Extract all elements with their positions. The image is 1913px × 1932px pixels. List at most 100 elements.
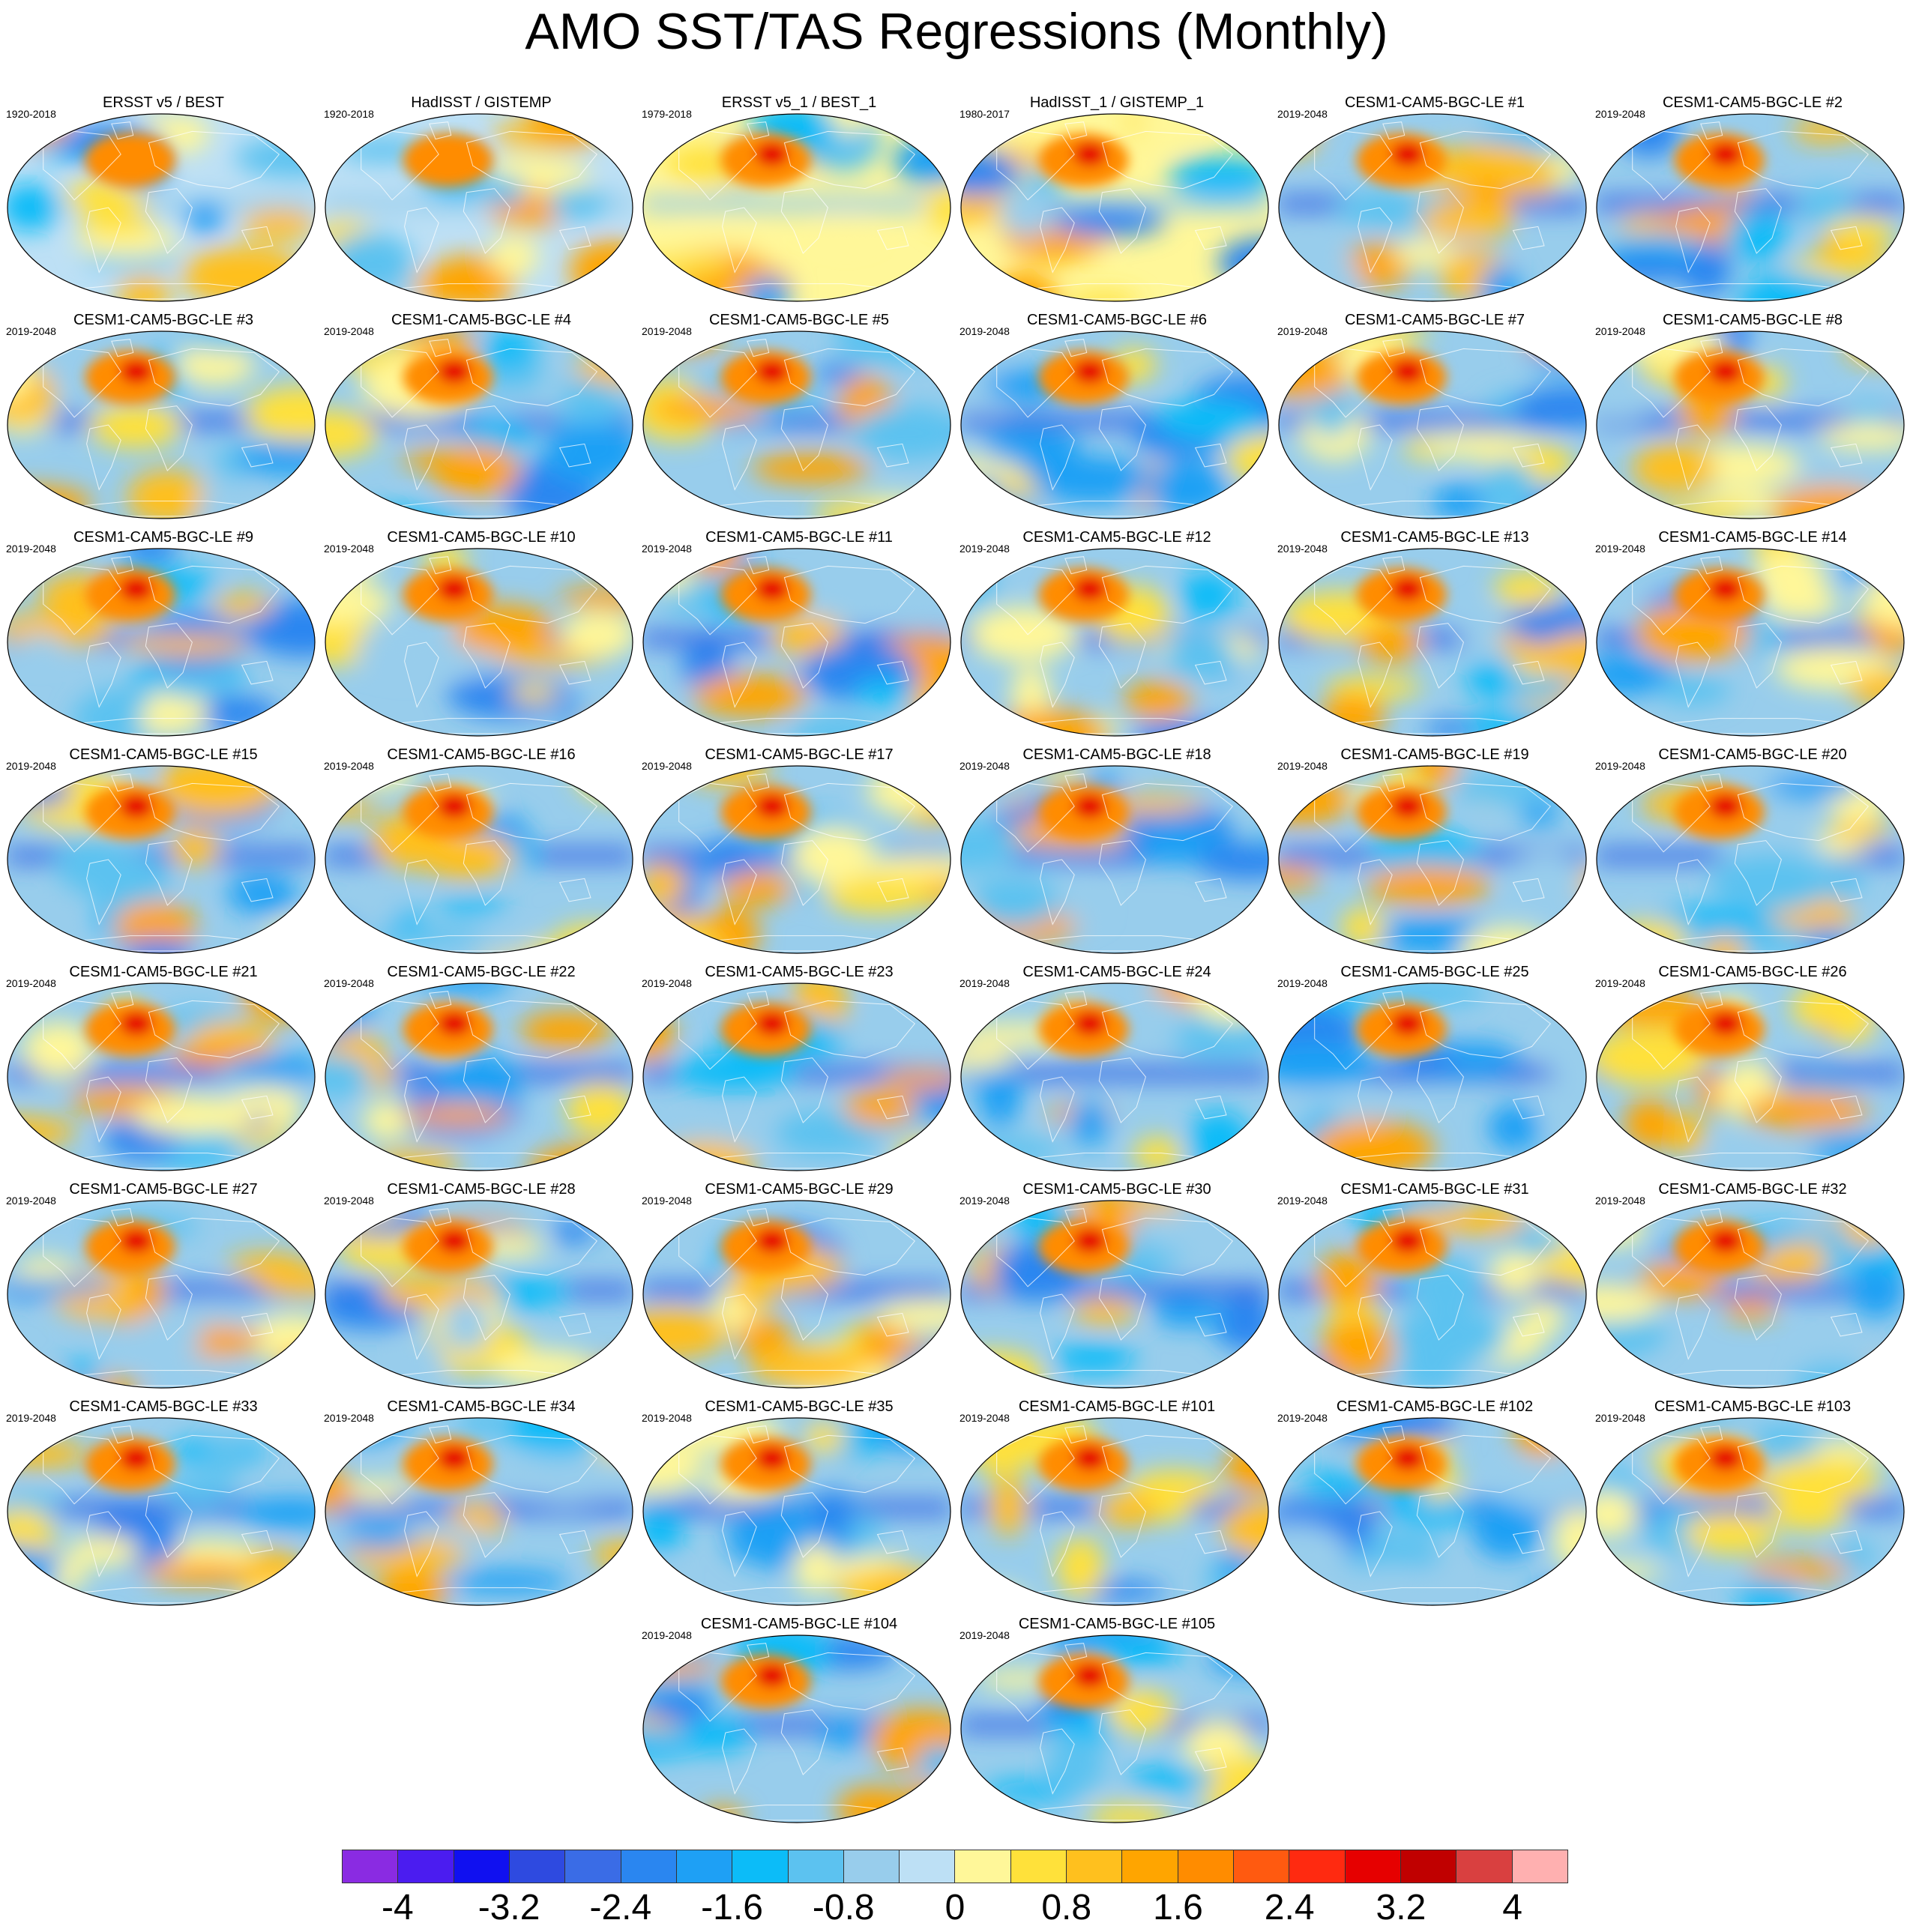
continent-outline (43, 348, 121, 418)
warm-anomaly (737, 1317, 792, 1359)
cool-anomaly (1520, 802, 1560, 826)
continent-outline (1830, 1312, 1863, 1337)
cool-anomaly (359, 905, 399, 927)
map-border (642, 330, 951, 519)
continent-outline (876, 443, 909, 468)
panel-title: CESM1-CAM5-BGC-LE #25 (1340, 964, 1529, 980)
colorbar-swatch (788, 1850, 844, 1883)
continent-outline (1632, 130, 1711, 201)
cool-anomaly (1849, 1261, 1903, 1318)
continent-outline (111, 1208, 134, 1227)
global-map (1596, 548, 1905, 737)
panel-title: CESM1-CAM5-BGC-LE #21 (69, 964, 258, 980)
cool-anomaly (1058, 897, 1103, 923)
cool-anomaly (1046, 1736, 1106, 1792)
cool-anomaly (1153, 1296, 1217, 1328)
continent-outline (86, 1293, 121, 1360)
map-border (960, 1200, 1269, 1389)
panel-title: CESM1-CAM5-BGC-LE #19 (1340, 746, 1529, 763)
continent-outline (996, 130, 1075, 201)
cool-anomaly (1400, 1347, 1460, 1388)
panel-years: 2019-2048 (1277, 1412, 1328, 1424)
warm-anomaly (974, 549, 1019, 577)
warm-anomaly (693, 674, 807, 717)
continent-outline (1632, 782, 1711, 853)
map-border (325, 113, 633, 302)
colorbar-swatch (1122, 1850, 1178, 1883)
panel-title: CESM1-CAM5-BGC-LE #101 (1018, 1398, 1216, 1415)
warm-anomaly (1823, 218, 1897, 247)
warm-anomaly (113, 902, 196, 949)
warm-anomaly (489, 235, 539, 278)
warm-anomaly (1612, 920, 1689, 953)
warm-anomaly (79, 213, 157, 235)
global-map (1278, 982, 1587, 1171)
continent-outline (1382, 991, 1406, 1009)
continent-outline (722, 424, 757, 491)
continent-outline (1040, 207, 1075, 274)
warm-anomaly (142, 1560, 262, 1586)
cool-anomaly (1488, 1104, 1540, 1151)
warm-anomaly (1493, 572, 1561, 607)
cool-anomaly (981, 429, 1082, 465)
cool-anomaly (325, 992, 375, 1026)
continent-outline (1734, 405, 1782, 471)
cool-anomaly (327, 232, 414, 291)
colorbar-tick-label: 2.4 (1264, 1888, 1315, 1928)
warm-anomaly (1768, 1494, 1848, 1531)
panel-title: CESM1-CAM5-BGC-LE #10 (387, 529, 576, 546)
panel-years: 2019-2048 (642, 543, 692, 555)
warm-anomaly (1316, 1251, 1380, 1307)
colorbar-swatch (1178, 1850, 1234, 1883)
cool-anomaly (1127, 1765, 1218, 1793)
cool-anomaly (998, 187, 1057, 238)
continent-outline (86, 642, 121, 708)
map-panel: CESM1-CAM5-BGC-LE #21 2019-2048 (6, 964, 321, 1171)
continent-outline (1098, 405, 1146, 471)
continent-outline (1734, 840, 1782, 906)
cool-anomaly (1407, 1257, 1483, 1315)
warm-anomaly (1683, 1512, 1777, 1554)
continent-outline (463, 1275, 510, 1341)
panel-years: 2019-2048 (959, 760, 1010, 772)
panel-title: CESM1-CAM5-BGC-LE #102 (1336, 1398, 1534, 1415)
continent-outline (783, 348, 916, 407)
warm-anomaly (1540, 633, 1586, 679)
map-border (1596, 548, 1905, 737)
continent-outline (876, 1747, 909, 1772)
continent-outline (1416, 1275, 1464, 1341)
cool-anomaly (235, 441, 315, 476)
warm-anomaly (245, 386, 315, 441)
global-map (642, 765, 951, 954)
continent-outline (463, 623, 510, 689)
panel-years: 2019-2048 (1595, 760, 1645, 772)
continent-outline (43, 782, 121, 853)
panel-years: 2019-2048 (642, 977, 692, 989)
north-atlantic-core (119, 576, 153, 601)
warm-anomaly (170, 827, 219, 867)
global-map (1278, 330, 1587, 519)
colorbar-swatch (1010, 1850, 1067, 1883)
global-map (1596, 1200, 1905, 1389)
warm-anomaly (1124, 681, 1193, 719)
global-map (1278, 1417, 1587, 1606)
warm-anomaly (878, 1299, 951, 1331)
colorbar-swatch (1067, 1850, 1123, 1883)
continent-outline (1632, 1434, 1711, 1505)
warm-anomaly (138, 705, 187, 736)
continent-outline (1194, 226, 1227, 250)
colorbar-swatch (1289, 1850, 1346, 1883)
map-panel: CESM1-CAM5-BGC-LE #104 2019-2048 (642, 1616, 956, 1823)
continent-outline (1040, 859, 1075, 926)
cool-anomaly (1503, 1462, 1586, 1512)
colorbar-tick-label: 0.8 (1041, 1888, 1092, 1928)
cool-anomaly (1525, 491, 1586, 519)
north-atlantic-core (1073, 359, 1106, 384)
north-atlantic-core (1708, 142, 1742, 166)
map-border (642, 982, 951, 1171)
cool-anomaly (1830, 1374, 1904, 1388)
map-panel: CESM1-CAM5-BGC-LE #20 2019-2048 (1595, 746, 1910, 954)
map-panel: CESM1-CAM5-BGC-LE #30 2019-2048 (959, 1181, 1274, 1389)
panel-title: CESM1-CAM5-BGC-LE #105 (1018, 1616, 1216, 1632)
map-panel: CESM1-CAM5-BGC-LE #17 2019-2048 (642, 746, 956, 954)
